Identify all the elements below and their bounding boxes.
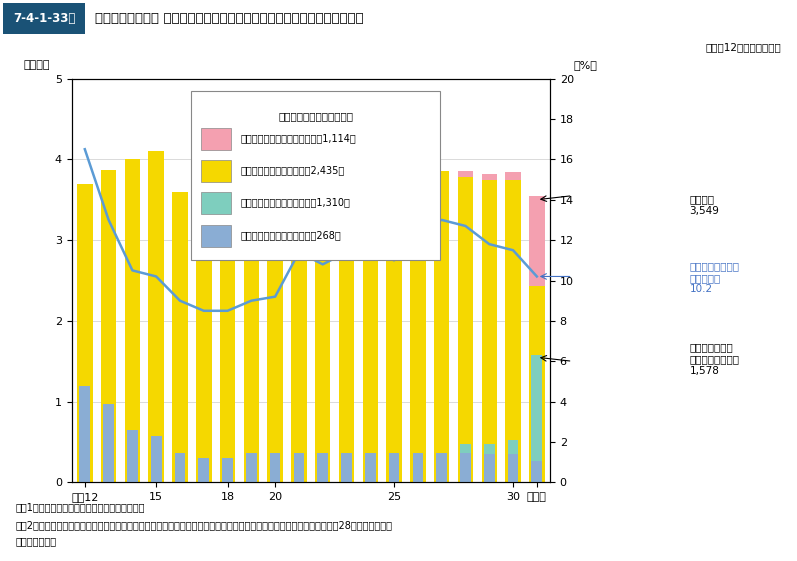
Bar — [246, 453, 257, 482]
Bar — [268, 216, 283, 482]
Bar — [505, 172, 520, 180]
Bar — [339, 183, 354, 482]
Bar — [270, 453, 281, 482]
Bar — [457, 177, 473, 482]
Bar — [387, 159, 402, 482]
Text: 保護観察付全部
・一部執行猶予者
1,578: 保護観察付全部 ・一部執行猶予者 1,578 — [689, 342, 740, 376]
Bar — [460, 453, 471, 482]
Bar — [341, 453, 351, 482]
Bar — [508, 454, 518, 482]
Bar — [363, 212, 378, 482]
FancyBboxPatch shape — [201, 128, 231, 150]
Bar — [413, 453, 423, 482]
Text: 仮釈放者（一部執行猶予者）　1,114人: 仮釈放者（一部執行猶予者） 1,114人 — [241, 133, 357, 143]
Bar — [222, 458, 233, 482]
Bar — [196, 216, 211, 482]
Bar — [127, 430, 138, 482]
Bar — [80, 385, 90, 482]
Text: 覚醒剤取締法違反 保護観察開始人員・全部執行猶予者の保護観察率の推移: 覚醒剤取締法違反 保護観察開始人員・全部執行猶予者の保護観察率の推移 — [95, 12, 363, 25]
Text: （%）: （%） — [574, 61, 598, 71]
Bar — [315, 212, 331, 482]
Bar — [198, 458, 209, 482]
Bar — [365, 453, 375, 482]
Text: 保護観察付一部執行猶予者　1,310人: 保護観察付一部執行猶予者 1,310人 — [241, 197, 351, 208]
FancyBboxPatch shape — [191, 91, 440, 260]
FancyBboxPatch shape — [201, 160, 231, 182]
Bar — [505, 180, 520, 482]
Bar — [436, 453, 447, 482]
FancyBboxPatch shape — [3, 3, 85, 34]
Bar — [104, 404, 114, 482]
Bar — [481, 180, 497, 482]
Bar — [220, 220, 235, 482]
Bar — [484, 444, 495, 454]
Bar — [508, 440, 518, 454]
Text: 7-4-1-33図: 7-4-1-33図 — [13, 12, 75, 25]
Bar — [172, 192, 188, 482]
Bar — [457, 171, 473, 177]
Text: 仮釈放者
3,549: 仮釈放者 3,549 — [689, 194, 719, 215]
Text: 2　「仮釈放者（一部執行猶予者）」及び「保護観察付一部執行猶予者」は、刑の一部執行猶予制度が開始された平成28年から計上して: 2 「仮釈放者（一部執行猶予者）」及び「保護観察付一部執行猶予者」は、刑の一部執… — [16, 521, 393, 531]
Bar — [410, 172, 426, 482]
Bar — [532, 461, 542, 482]
Bar — [532, 355, 542, 461]
Bar — [151, 436, 162, 482]
Bar — [175, 453, 186, 482]
Text: 全部執行猶予者の
保護観察率
10.2: 全部執行猶予者の 保護観察率 10.2 — [689, 261, 740, 295]
Bar — [293, 453, 304, 482]
Bar — [389, 453, 399, 482]
Bar — [124, 159, 140, 482]
Bar — [317, 453, 328, 482]
Bar — [481, 173, 497, 180]
Text: 仮釈放者（全部実刑者）　2,435人: 仮釈放者（全部実刑者） 2,435人 — [241, 165, 345, 176]
Text: 保護観察付全部執行猶予者　268人: 保護観察付全部執行猶予者 268人 — [241, 230, 342, 240]
Bar — [460, 444, 471, 453]
Bar — [484, 454, 495, 482]
Bar — [148, 151, 164, 482]
Text: 注　1　保護統計年報及び検察統計年報による。: 注 1 保護統計年報及び検察統計年報による。 — [16, 502, 145, 512]
Bar — [529, 196, 544, 286]
Text: いる。: いる。 — [16, 536, 57, 546]
Bar — [291, 208, 307, 482]
Bar — [529, 286, 544, 482]
FancyBboxPatch shape — [201, 192, 231, 214]
Text: 令和元年保護観察開始人員: 令和元年保護観察開始人員 — [278, 111, 353, 121]
Bar — [244, 224, 259, 482]
Bar — [101, 170, 116, 482]
FancyBboxPatch shape — [201, 224, 231, 247]
Text: （平成12年～令和元年）: （平成12年～令和元年） — [705, 42, 781, 52]
Bar — [77, 183, 92, 482]
Text: （千人）: （千人） — [24, 61, 50, 71]
Bar — [434, 172, 450, 482]
